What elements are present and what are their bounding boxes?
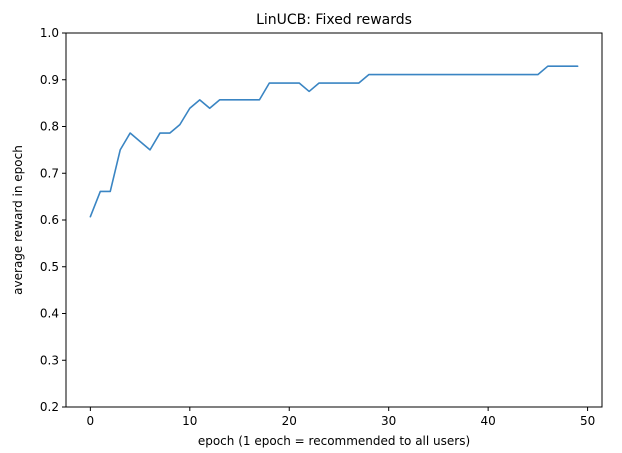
y-tick-label: 0.9: [40, 73, 59, 87]
y-axis: 0.2 0.3 0.4 0.5 0.6 0.7 0.8 0.9 1.0: [40, 26, 66, 414]
y-tick-label: 0.3: [40, 353, 59, 367]
y-tick-label: 0.2: [40, 400, 59, 414]
x-tick-label: 0: [87, 414, 95, 428]
plot-series: [89, 65, 579, 218]
x-axis-label: epoch (1 epoch = recommended to all user…: [198, 434, 470, 448]
x-axis: 0 10 20 30 40 50: [87, 407, 595, 428]
y-axis-label: average reward in epoch: [11, 145, 25, 295]
x-tick-label: 30: [381, 414, 396, 428]
x-tick-label: 10: [182, 414, 197, 428]
y-tick-label: 0.7: [40, 166, 59, 180]
y-tick-label: 0.5: [40, 260, 59, 274]
x-tick-label: 50: [580, 414, 595, 428]
y-tick-label: 0.4: [40, 307, 59, 321]
x-tick-label: 40: [480, 414, 495, 428]
y-tick-label: 1.0: [40, 26, 59, 40]
y-tick-label: 0.6: [40, 213, 59, 227]
plot-frame: [65, 32, 603, 408]
x-tick-label: 20: [282, 414, 297, 428]
y-tick-label: 0.8: [40, 120, 59, 134]
series-line: [89, 65, 579, 218]
chart-title: LinUCB: Fixed rewards: [256, 12, 412, 28]
